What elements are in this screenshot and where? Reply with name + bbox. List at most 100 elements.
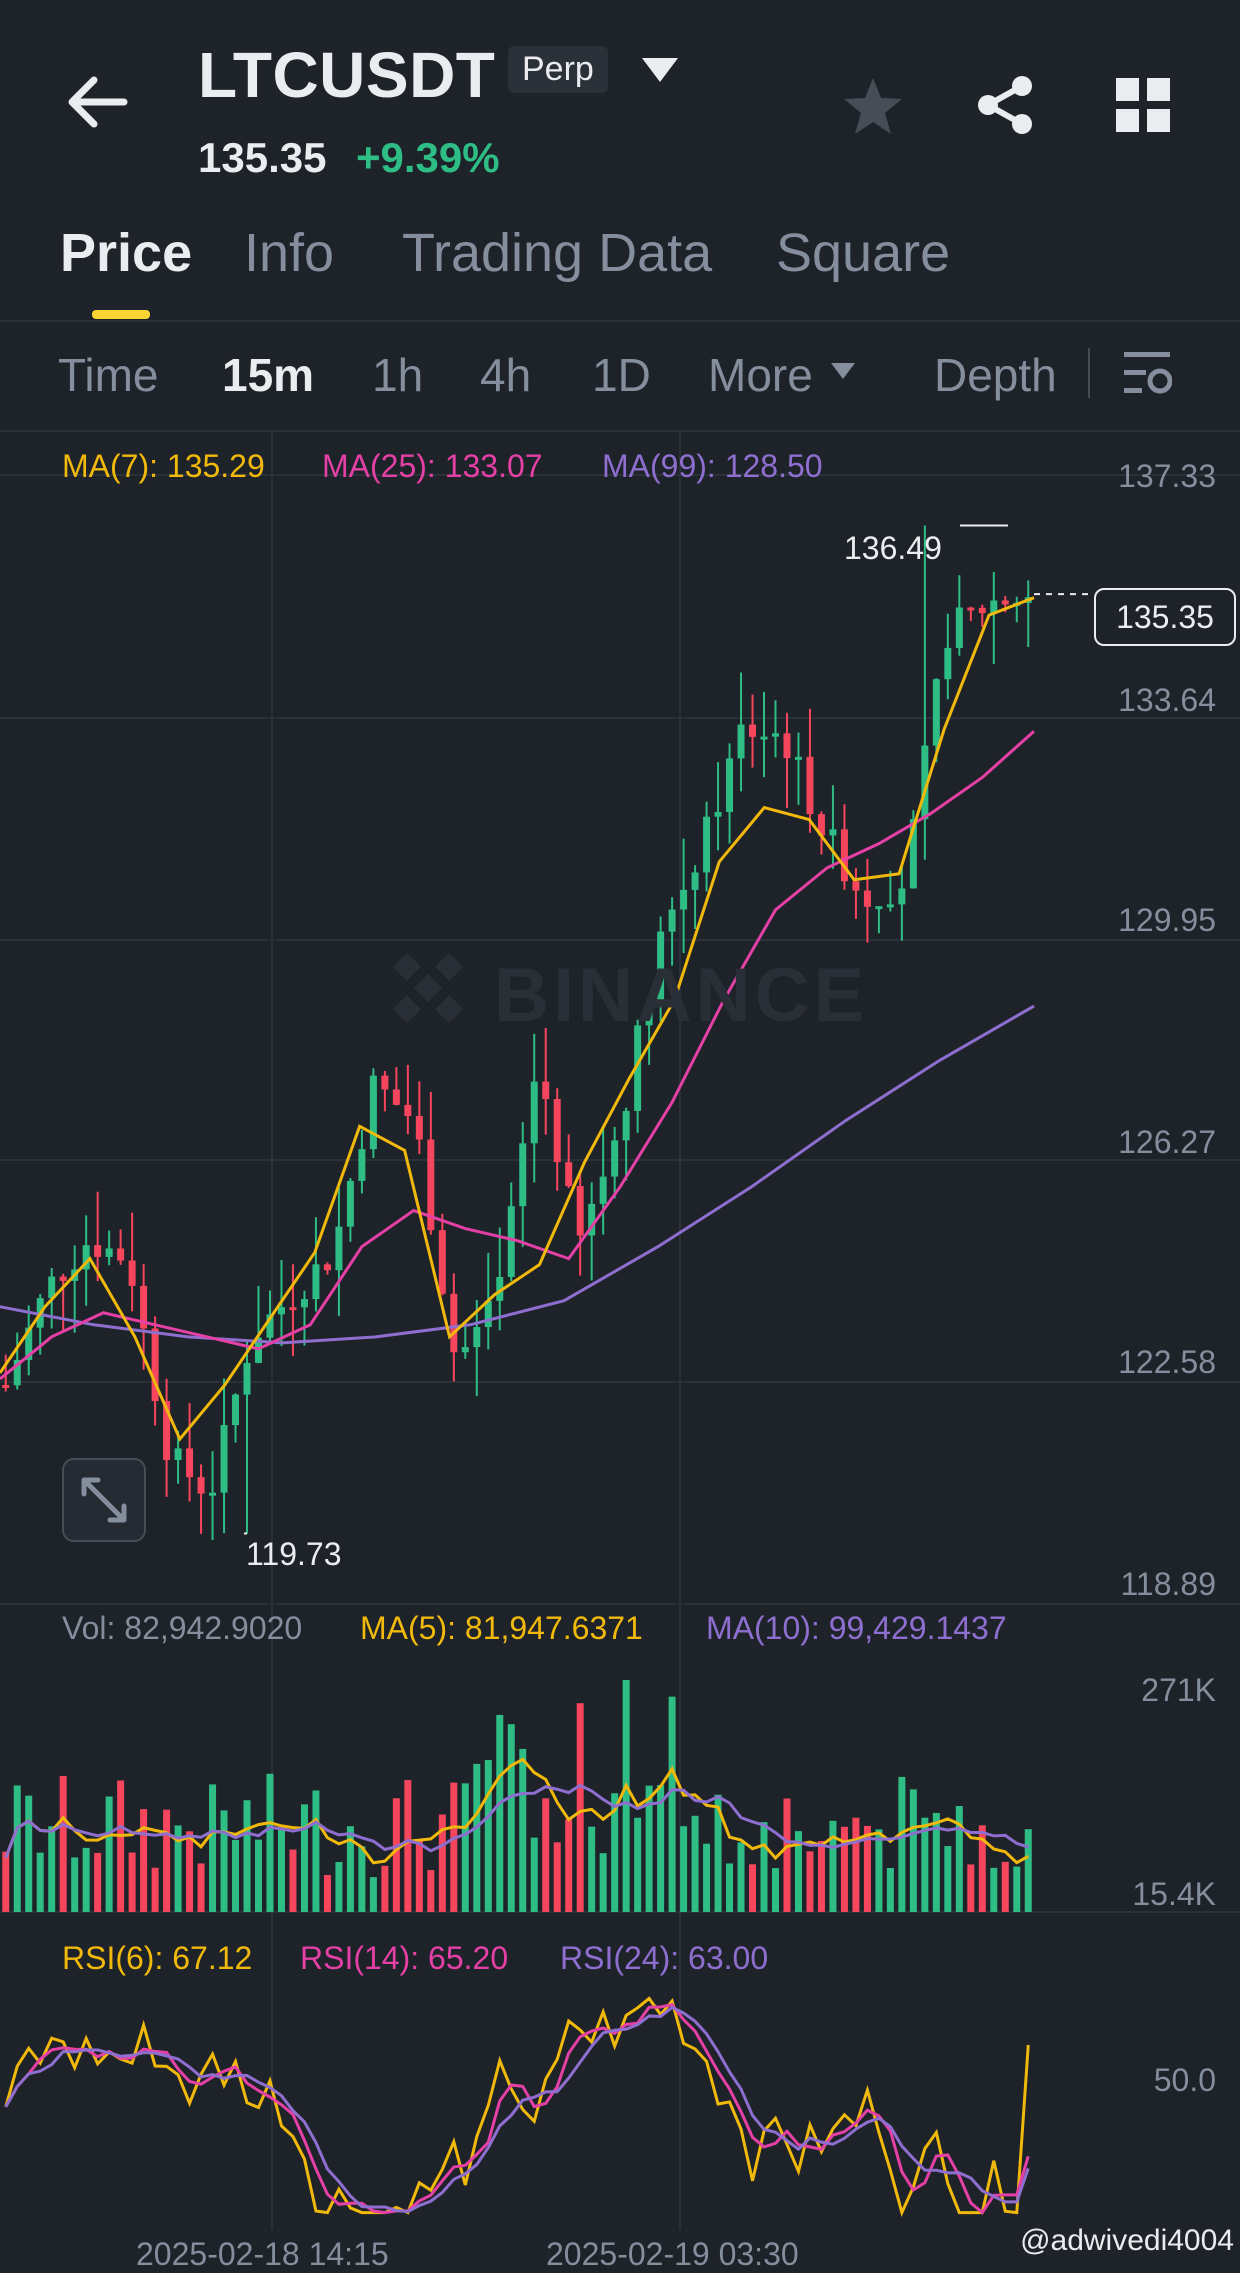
timeframe-4h[interactable]: 4h [480, 349, 532, 401]
candle-body [404, 1104, 412, 1116]
candle-body [519, 1143, 527, 1207]
candle-body [909, 819, 917, 889]
expand-chart-button[interactable] [62, 1458, 146, 1542]
volume-bar [749, 1864, 757, 1912]
volume-bar [806, 1851, 814, 1912]
candle-body [657, 931, 665, 1003]
price-axis-label: 118.89 [1120, 1566, 1217, 1602]
volume-bar [599, 1853, 607, 1912]
price-axis-label: 126.27 [1118, 1124, 1216, 1160]
candle-body [714, 811, 722, 817]
volume-bar [151, 1867, 159, 1912]
timeframe-more[interactable]: More [708, 349, 813, 401]
volume-bar [944, 1846, 952, 1912]
volume-bar [128, 1852, 136, 1912]
volume-bar [358, 1846, 366, 1912]
candle-body [507, 1206, 515, 1277]
volume-bar [978, 1825, 986, 1912]
tab-square[interactable]: Square [776, 223, 951, 283]
price-axis-label: 137.33 [1118, 458, 1216, 494]
tabs-divider [0, 320, 1240, 322]
candle-body [358, 1149, 366, 1181]
timeframe-15m[interactable]: 15m [222, 349, 315, 401]
candle-body [967, 607, 975, 611]
candle-body [542, 1081, 550, 1100]
price-axis-label: 133.64 [1118, 682, 1216, 718]
volume-bar [255, 1839, 262, 1912]
toolbar-separator [1088, 348, 1090, 398]
candle-body [749, 724, 757, 737]
more-caret-icon[interactable] [830, 362, 856, 385]
star-icon[interactable] [842, 76, 904, 136]
candle-body [553, 1099, 561, 1163]
high-price-marker: 136.49 [844, 530, 942, 566]
volume-bar [657, 1785, 665, 1912]
candle-body [473, 1327, 481, 1348]
price-axis-label: 129.95 [1118, 902, 1216, 938]
volume-axis-label: 15.4K [1132, 1876, 1216, 1912]
symbol-dropdown-caret-icon[interactable] [640, 56, 680, 86]
timeframe-time[interactable]: Time [58, 349, 159, 401]
grid-layout-icon[interactable] [1116, 78, 1170, 132]
candle-body [955, 607, 963, 648]
rsi6-label: RSI(6): 67.12 [62, 1940, 253, 1976]
candle-body [82, 1245, 90, 1270]
active-tab-indicator [92, 310, 150, 319]
candle-body [840, 829, 848, 882]
candle-body [726, 758, 734, 812]
volume-bar [519, 1748, 527, 1912]
candle-body [829, 829, 837, 836]
volume-bar [277, 1828, 285, 1912]
candle-body [232, 1394, 240, 1426]
candle-body [588, 1203, 596, 1236]
volume-bar [990, 1867, 998, 1912]
volume-bar [48, 1826, 56, 1912]
rsi24-label: RSI(24): 63.00 [560, 1940, 769, 1976]
volume-bar [163, 1809, 171, 1912]
volume-bar [186, 1831, 194, 1912]
volume-bar [622, 1680, 630, 1912]
volume-ma5-label: MA(5): 81,947.6371 [360, 1610, 643, 1646]
candle-body [565, 1162, 573, 1187]
back-arrow-icon[interactable] [64, 74, 130, 130]
symbol-title[interactable]: LTCUSDT [198, 39, 496, 111]
volume-bar [404, 1780, 412, 1912]
candle-body [163, 1401, 171, 1461]
candle-body [59, 1276, 67, 1281]
volume-bar [507, 1724, 515, 1912]
candle-body [990, 600, 998, 614]
candle-body [25, 1327, 33, 1360]
candle-body [335, 1226, 343, 1271]
candle-body [484, 1300, 492, 1328]
candle-body [921, 745, 929, 820]
candle-body [978, 607, 986, 614]
volume-bar [645, 1785, 653, 1912]
volume-bar [875, 1829, 883, 1912]
candle-body [783, 733, 791, 759]
volume-bar [266, 1773, 274, 1912]
volume-bar [565, 1819, 573, 1912]
tab-trading-data[interactable]: Trading Data [402, 223, 713, 283]
tab-info[interactable]: Info [244, 223, 335, 283]
timeframe-1h[interactable]: 1h [372, 349, 424, 401]
candle-body [760, 736, 768, 740]
volume-bar [760, 1822, 768, 1912]
tab-price[interactable]: Price [60, 223, 193, 283]
candle-body [461, 1347, 469, 1353]
timeframe-1d[interactable]: 1D [592, 349, 651, 401]
chart-settings-icon[interactable] [1122, 350, 1173, 401]
candle-body [668, 909, 676, 932]
expand-icon [81, 1477, 127, 1523]
ma25-line [0, 730, 1036, 1381]
candlestick-chart[interactable] [0, 432, 1240, 2265]
candle-body [611, 1140, 619, 1177]
share-icon[interactable] [974, 74, 1038, 136]
volume-bar [714, 1794, 722, 1912]
user-watermark: @adwivedi4004 [1020, 2224, 1234, 2257]
candle-body [622, 1110, 630, 1141]
candle-body [772, 733, 779, 737]
volume-bar [94, 1852, 102, 1912]
candle-body [1001, 600, 1009, 605]
depth-button[interactable]: Depth [934, 349, 1057, 401]
volume-bar [243, 1800, 251, 1912]
